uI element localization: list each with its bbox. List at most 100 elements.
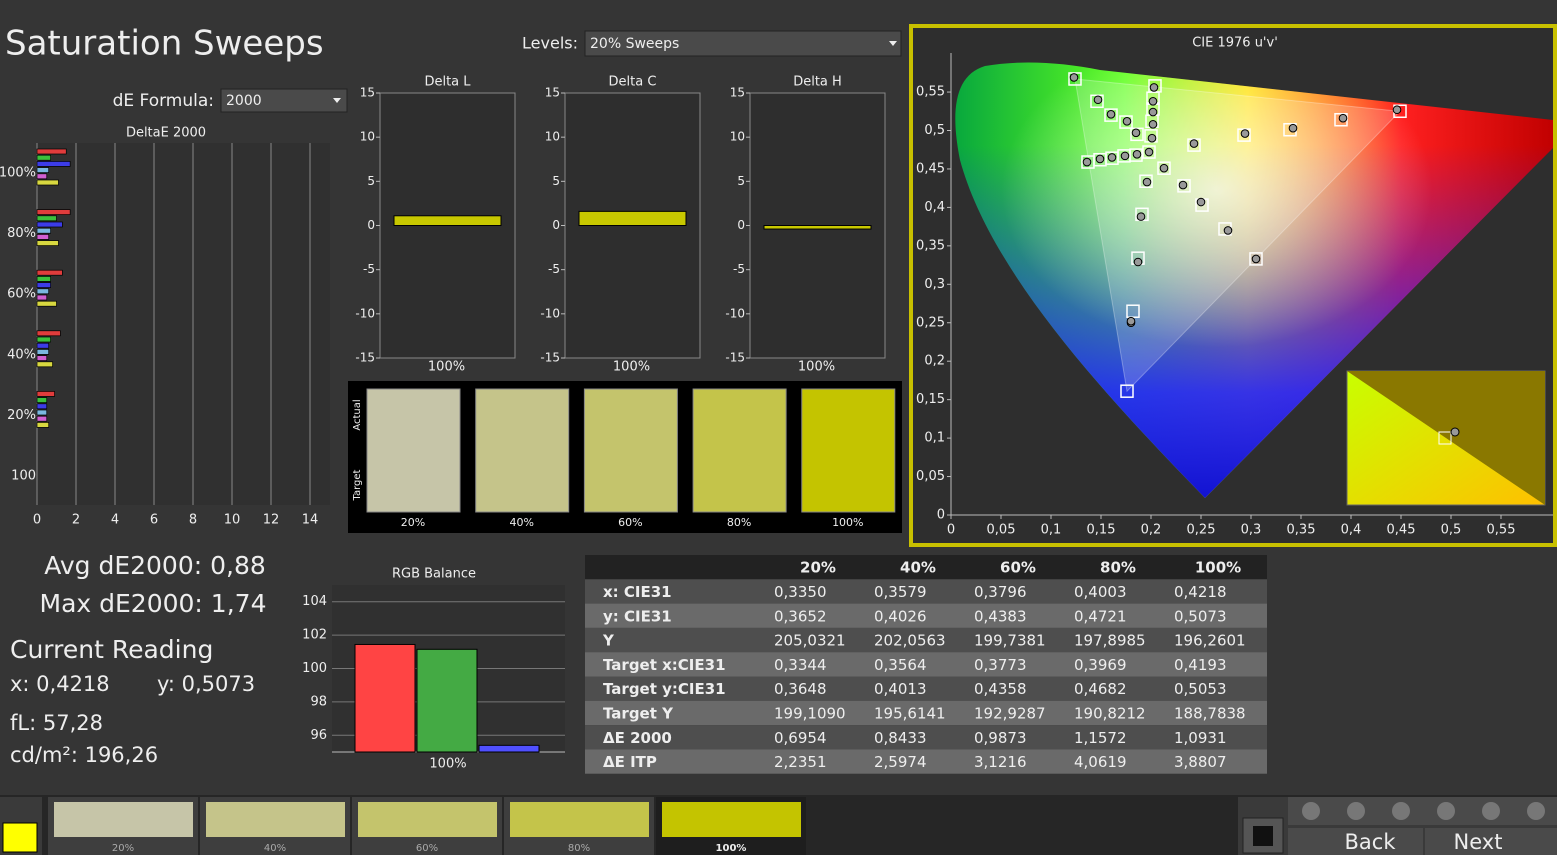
y-tick-label: 0,2 bbox=[924, 354, 945, 369]
column-header: 80% bbox=[1100, 559, 1136, 577]
x-tick-label: 0,5 bbox=[1441, 523, 1462, 538]
chart-title: Delta C bbox=[609, 75, 657, 90]
y-tick-label: 102 bbox=[302, 628, 327, 643]
y-tick-label: 10 bbox=[360, 130, 375, 144]
plot-area bbox=[37, 143, 330, 505]
target-marker bbox=[1148, 79, 1162, 93]
swatch bbox=[692, 388, 787, 513]
bar bbox=[36, 415, 48, 422]
chart-title: RGB Balance bbox=[392, 567, 476, 582]
current-color bbox=[2, 822, 38, 853]
measured-point bbox=[1223, 226, 1233, 235]
swatch-label: 20% bbox=[401, 516, 425, 529]
measured-point bbox=[1126, 316, 1136, 326]
y-tick-label: 104 bbox=[302, 594, 327, 609]
column-header: 40% bbox=[900, 559, 936, 577]
table-cell: 0,4218 bbox=[1174, 583, 1227, 601]
bar bbox=[36, 154, 51, 161]
table-row bbox=[585, 652, 1267, 677]
measured-point bbox=[1288, 123, 1298, 133]
y-tick-label: 0,55 bbox=[916, 85, 945, 100]
next-button[interactable] bbox=[1425, 828, 1557, 855]
measured-point bbox=[1082, 157, 1092, 167]
x-tick-label: 8 bbox=[189, 513, 197, 528]
y-tick-label: 0,45 bbox=[916, 161, 945, 176]
table-cell: 0,4383 bbox=[974, 607, 1027, 625]
max-de: Max dE2000: 1,74 bbox=[40, 589, 267, 618]
table-cell: 0,4193 bbox=[1174, 656, 1227, 674]
table-cell: 0,3773 bbox=[974, 656, 1027, 674]
bar bbox=[393, 215, 502, 227]
table-cell: 4,0619 bbox=[1074, 753, 1127, 771]
table-cell: 0,4721 bbox=[1074, 607, 1127, 625]
bar bbox=[36, 282, 51, 288]
bar bbox=[36, 330, 61, 337]
table-row bbox=[585, 579, 1267, 604]
bar bbox=[36, 227, 51, 234]
table-cell: 0,4358 bbox=[974, 680, 1027, 698]
target-marker bbox=[1237, 128, 1251, 142]
table-cell: 0,3796 bbox=[974, 583, 1027, 601]
x-tick-label: 4 bbox=[111, 513, 119, 528]
bar bbox=[36, 269, 63, 276]
row-header: Y bbox=[602, 632, 615, 650]
x-tick-label: 0,05 bbox=[987, 523, 1016, 538]
y-tick-label: -15 bbox=[355, 351, 375, 365]
y-tick-label: 5 bbox=[552, 174, 560, 188]
y-tick-label: 15 bbox=[545, 86, 560, 100]
x-tick-label: 0,45 bbox=[1387, 523, 1416, 538]
x-tick-label: 0,15 bbox=[1087, 523, 1116, 538]
row-label: Actual bbox=[352, 399, 363, 430]
bar bbox=[478, 744, 540, 753]
table-cell: 0,3350 bbox=[774, 583, 827, 601]
swatch bbox=[801, 388, 896, 513]
x-tick-label: 12 bbox=[263, 513, 280, 528]
bar bbox=[36, 355, 48, 361]
table-header bbox=[585, 555, 1267, 580]
swatch-label: 80% bbox=[727, 516, 751, 529]
y-tick-label: -5 bbox=[733, 262, 745, 276]
bar bbox=[36, 397, 48, 403]
y-tick-label: 0,05 bbox=[916, 469, 945, 484]
y-tick-label: 0 bbox=[367, 218, 375, 232]
bar bbox=[36, 215, 57, 222]
de-formula-dropdown[interactable] bbox=[220, 88, 348, 113]
button-label[interactable]: Next bbox=[1454, 830, 1503, 854]
reading-fl: fL: 57,28 bbox=[10, 711, 103, 735]
table-cell: 0,4013 bbox=[874, 680, 927, 698]
levels-dropdown[interactable] bbox=[584, 30, 902, 57]
table-cell: 192,9287 bbox=[974, 704, 1046, 722]
button-label[interactable]: Back bbox=[1345, 830, 1397, 854]
page-title: Saturation Sweeps bbox=[5, 24, 324, 64]
footer-label: 100% bbox=[716, 843, 747, 854]
column-header: 20% bbox=[800, 559, 836, 577]
back-button[interactable] bbox=[1288, 828, 1423, 855]
y-tick-label: 60% bbox=[7, 287, 36, 302]
y-tick-label: 0 bbox=[737, 218, 745, 232]
x-tick-label: 100% bbox=[428, 360, 465, 375]
bar bbox=[36, 221, 63, 228]
table-cell: 202,0563 bbox=[874, 632, 946, 650]
measured-point bbox=[1148, 107, 1158, 117]
x-tick-label: 0,4 bbox=[1341, 523, 1362, 538]
table-cell: 0,9873 bbox=[974, 729, 1027, 747]
target-marker bbox=[1068, 72, 1082, 86]
measured-point bbox=[1132, 150, 1142, 159]
swatch-label: 100% bbox=[832, 516, 863, 529]
x-tick-label: 0,55 bbox=[1487, 523, 1516, 538]
x-tick-label: 100% bbox=[429, 757, 466, 772]
bar bbox=[36, 342, 50, 349]
measured-point bbox=[1148, 96, 1158, 106]
y-tick-label: 0,35 bbox=[916, 238, 945, 253]
bar bbox=[36, 179, 59, 186]
table-row bbox=[585, 627, 1267, 653]
dropdown-arrow bbox=[333, 98, 341, 103]
bar bbox=[36, 276, 51, 282]
table-cell: 0,3969 bbox=[1074, 656, 1127, 674]
y-tick-label: 15 bbox=[730, 86, 745, 100]
row-header: y: CIE31 bbox=[603, 607, 672, 625]
x-tick-label: 6 bbox=[150, 513, 158, 528]
measured-point bbox=[1189, 139, 1199, 148]
table-cell: 2,2351 bbox=[774, 753, 827, 771]
